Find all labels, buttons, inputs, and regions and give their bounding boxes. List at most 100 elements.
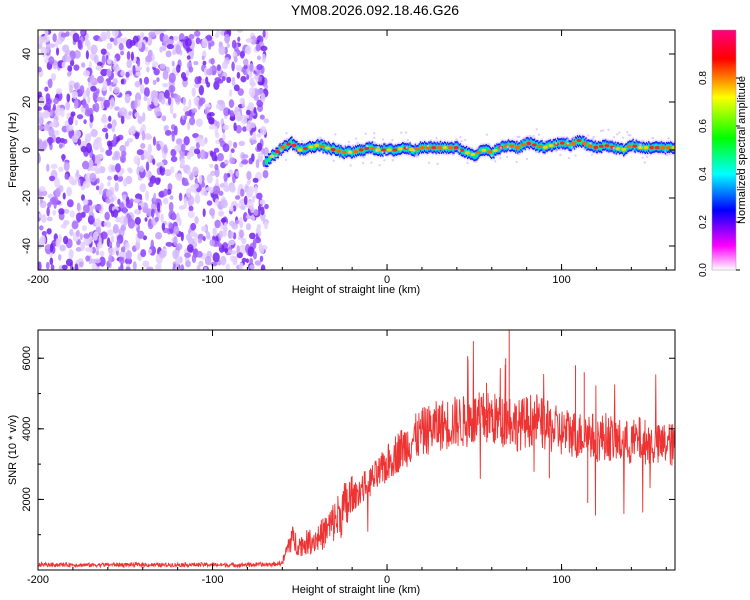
- noise-blob: [135, 71, 142, 77]
- noise-blob: [155, 177, 161, 185]
- noise-blob: [106, 68, 112, 77]
- noise-blob: [81, 194, 85, 201]
- tone-band-segment: [300, 146, 303, 151]
- noise-blob: [93, 258, 101, 264]
- noise-blob: [236, 71, 241, 79]
- tone-band-segment: [570, 143, 573, 148]
- tone-scatter: [506, 145, 509, 148]
- noise-blob: [90, 128, 98, 138]
- noise-blob: [159, 46, 164, 53]
- tone-peak: [319, 144, 325, 149]
- noise-blob: [168, 72, 176, 83]
- noise-blob: [83, 119, 87, 125]
- noise-blob: [112, 78, 118, 85]
- noise-blob: [50, 163, 58, 170]
- tone-scatter: [458, 149, 461, 152]
- tone-band-segment: [547, 143, 550, 148]
- noise-blob: [189, 146, 196, 152]
- tone-band-segment: [620, 146, 623, 151]
- noise-blob: [62, 192, 66, 200]
- noise-blob: [170, 155, 178, 163]
- noise-blob: [159, 250, 167, 259]
- noise-blob: [260, 126, 267, 136]
- snr-plot-area: [38, 330, 675, 569]
- noise-blob: [214, 198, 219, 206]
- noise-blob: [134, 216, 141, 225]
- tone-scatter: [356, 141, 359, 144]
- tone-peak: [671, 146, 675, 150]
- noise-blob: [170, 148, 177, 157]
- noise-blob: [248, 157, 254, 165]
- noise-blob: [112, 224, 119, 234]
- tone-peak: [431, 146, 437, 150]
- noise-blob: [172, 249, 179, 260]
- tone-scatter: [415, 153, 419, 157]
- tone-scatter: [280, 149, 283, 152]
- tone-peak: [632, 144, 638, 148]
- tone-band-segment: [272, 152, 274, 157]
- tone-scatter: [404, 131, 408, 134]
- noise-blob: [169, 104, 174, 115]
- noise-blob: [63, 161, 70, 172]
- tone-scatter: [665, 153, 669, 157]
- noise-blob: [237, 88, 244, 96]
- noise-blob: [224, 33, 231, 44]
- noise-blob: [155, 231, 163, 240]
- noise-blob: [76, 202, 81, 211]
- noise-blob: [201, 225, 207, 232]
- noise-blob: [199, 139, 206, 147]
- noise-blob: [158, 30, 167, 33]
- tone-scatter: [522, 137, 526, 140]
- noise-blob: [252, 177, 259, 183]
- noise-blob: [55, 88, 63, 95]
- noise-blob: [188, 66, 194, 73]
- noise-blob: [94, 165, 98, 171]
- noise-blob: [101, 55, 106, 66]
- noise-blob: [118, 256, 126, 265]
- tone-band-segment: [603, 143, 605, 148]
- spectrogram-y-tick-label: 40: [21, 48, 33, 60]
- tone-peak: [291, 143, 297, 147]
- noise-blob: [96, 61, 103, 67]
- tone-band-segment: [301, 146, 304, 151]
- noise-blob: [246, 179, 251, 185]
- noise-blob: [196, 250, 203, 258]
- noise-blob: [222, 229, 227, 237]
- noise-blob: [71, 220, 79, 230]
- noise-blob: [65, 258, 73, 267]
- noise-blob: [100, 98, 105, 110]
- tone-band-segment: [521, 145, 524, 149]
- tone-band-segment: [626, 146, 628, 151]
- noise-blob: [82, 180, 91, 189]
- noise-blob: [48, 175, 56, 181]
- tone-peak: [621, 147, 627, 152]
- tone-peak: [604, 144, 610, 148]
- noise-blob: [184, 111, 191, 117]
- noise-blob: [194, 76, 201, 85]
- noise-blob: [90, 44, 98, 55]
- noise-blob: [55, 187, 61, 198]
- tone-band-segment: [264, 159, 267, 164]
- noise-blob: [252, 195, 256, 203]
- colorbar-tick-label: 0.4: [698, 167, 709, 181]
- tone-band-segment: [380, 149, 382, 154]
- noise-blob: [107, 181, 111, 187]
- noise-blob: [210, 57, 215, 65]
- noise-blob: [239, 188, 245, 197]
- noise-blob: [89, 172, 97, 183]
- tone-band-segment: [582, 139, 584, 143]
- noise-blob: [39, 225, 44, 231]
- noise-blob: [122, 206, 128, 214]
- noise-blob: [248, 232, 256, 240]
- noise-blob: [239, 221, 244, 229]
- noise-blob: [82, 98, 87, 109]
- noise-blob: [136, 149, 144, 156]
- noise-blob: [95, 185, 100, 191]
- noise-blob: [254, 185, 258, 194]
- noise-blob: [65, 101, 71, 111]
- noise-blob: [69, 84, 73, 94]
- tone-band-segment: [384, 146, 386, 151]
- tone-scatter: [455, 138, 458, 141]
- noise-blob: [173, 35, 179, 41]
- noise-blob: [188, 98, 192, 109]
